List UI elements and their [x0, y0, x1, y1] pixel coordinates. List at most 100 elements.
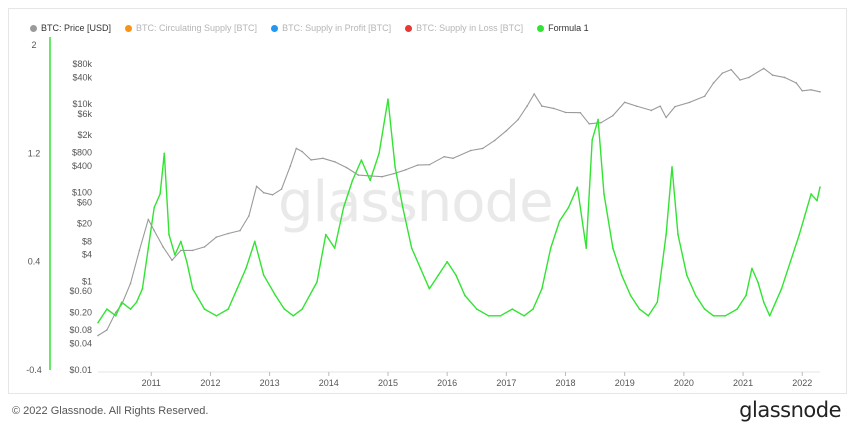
formula-1-point	[499, 315, 502, 317]
formula-1-point	[114, 315, 117, 317]
formula-1-point	[135, 301, 138, 304]
formula-1-point	[378, 152, 380, 155]
formula-1-point	[541, 287, 543, 290]
btc-price-point	[712, 82, 715, 84]
formula-1-point	[712, 315, 715, 317]
formula-1-point	[612, 247, 614, 249]
btc-price-point	[215, 236, 218, 238]
formula-1-point	[301, 308, 303, 310]
formula-1-point	[603, 193, 605, 195]
price-axis-tick-label: $0.04	[69, 338, 92, 348]
btc-price-point	[147, 218, 150, 221]
btc-price-point	[819, 90, 821, 93]
formula-1-point	[283, 308, 286, 310]
btc-price-point	[623, 101, 626, 104]
price-axis-tick-label: $400	[72, 161, 92, 171]
formula-1-point	[153, 206, 156, 209]
legend-label: Formula 1	[548, 23, 589, 33]
formula-1-point	[804, 213, 807, 216]
legend-item-formula-1[interactable]: Formula 1	[537, 23, 589, 33]
legend-item-supply-in-profit[interactable]: BTC: Supply in Profit [BTC]	[271, 23, 391, 33]
formula-1-point	[558, 220, 561, 222]
btc-price-point	[255, 185, 258, 188]
btc-price-point	[659, 105, 662, 107]
formula-1-point	[694, 294, 697, 297]
btc-price-point	[674, 105, 676, 108]
formula-1-point	[97, 321, 99, 324]
btc-price-point	[271, 193, 274, 196]
btc-price-point	[404, 168, 407, 171]
btc-price-point	[564, 111, 567, 114]
formula-1-point	[736, 308, 738, 310]
formula-1-point	[180, 240, 182, 243]
left-axis-tick-label: 0.4	[28, 257, 41, 267]
x-tick-label: 2019	[615, 378, 635, 388]
left-axis-tick-label: 2	[31, 40, 36, 50]
btc-price-point	[795, 82, 798, 84]
formula-1-point	[703, 308, 706, 310]
formula-1-point	[798, 233, 801, 236]
copyright-text: © 2022 Glassnode. All Rights Reserved.	[12, 405, 209, 417]
btc-price-point	[191, 249, 194, 252]
formula-1-point	[686, 274, 688, 277]
formula-1-point	[455, 274, 457, 277]
legend-swatch	[30, 24, 37, 32]
formula-1-point	[147, 247, 150, 249]
btc-price-point	[369, 175, 372, 177]
glassnode-logo: glassnode	[739, 398, 841, 422]
price-axis-tick-label: $60	[77, 198, 92, 208]
btc-price-point	[665, 116, 667, 119]
legend-item-supply-in-loss[interactable]: BTC: Supply in Loss [BTC]	[405, 23, 523, 33]
formula-1-point	[191, 287, 194, 290]
btc-price-point	[730, 68, 733, 71]
btc-price-point	[600, 121, 602, 124]
price-axis-tick-label: $20	[77, 219, 92, 229]
btc-price-point	[588, 122, 590, 125]
legend-item-btc-price[interactable]: BTC: Price [USD]	[30, 23, 111, 33]
formula-1-point	[757, 281, 759, 283]
legend-swatch	[537, 24, 545, 32]
formula-1-point	[185, 260, 188, 263]
price-axis-tick-label: $40k	[72, 72, 92, 82]
x-tick-label: 2013	[260, 378, 280, 388]
formula-1-point	[333, 247, 336, 249]
formula-1-point	[671, 166, 673, 168]
formula-1-point	[656, 301, 659, 304]
formula-1-point	[475, 308, 478, 310]
btc-price-point	[612, 114, 614, 117]
formula-1-point	[597, 118, 599, 121]
btc-price-point	[721, 72, 724, 74]
watermark: glassnode	[278, 170, 554, 235]
price-axis-tick-label: $0.20	[69, 307, 92, 317]
price-axis-tick-label: $0.60	[69, 286, 92, 296]
formula-1-point	[316, 281, 318, 283]
btc-price-point	[171, 259, 173, 262]
legend-item-circulating-supply[interactable]: BTC: Circulating Supply [BTC]	[125, 23, 257, 33]
btc-price-point	[301, 150, 303, 153]
btc-price-point	[97, 334, 99, 337]
formula-1-series-line	[97, 98, 821, 323]
price-axis-tick-label: $8	[82, 236, 92, 246]
formula-1-point	[576, 186, 579, 188]
btc-price-point	[481, 147, 484, 150]
formula-1-point	[141, 287, 144, 290]
formula-1-point	[163, 152, 166, 155]
price-axis-tick-label: $100	[72, 188, 92, 198]
btc-price-point	[739, 79, 741, 81]
formula-1-point	[168, 233, 170, 236]
formula-1-point	[629, 294, 632, 297]
formula-1-point	[549, 247, 552, 249]
formula-1-point	[523, 315, 525, 317]
legend-swatch	[125, 24, 133, 32]
btc-price-point	[783, 76, 786, 79]
price-axis-tick-label: $800	[72, 148, 92, 158]
btc-price-point	[541, 105, 543, 107]
legend-label: BTC: Supply in Profit [BTC]	[282, 23, 392, 33]
formula-1-point	[487, 315, 490, 317]
btc-price-point	[106, 329, 108, 331]
btc-price-point	[203, 246, 206, 248]
formula-1-point	[227, 308, 229, 310]
formula-1-point	[724, 315, 727, 317]
btc-price-point	[129, 282, 132, 285]
